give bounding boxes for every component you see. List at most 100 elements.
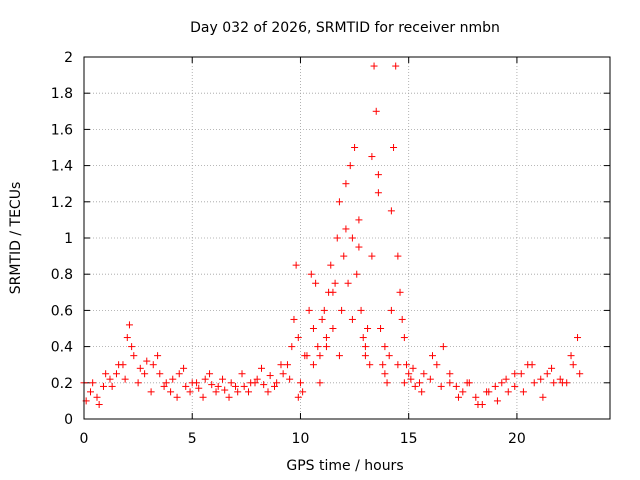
- data-point: [493, 397, 501, 405]
- data-point: [251, 379, 259, 387]
- data-point: [214, 382, 222, 390]
- data-point: [102, 370, 110, 378]
- data-point: [316, 379, 324, 387]
- data-point: [452, 382, 460, 390]
- data-point: [322, 343, 330, 351]
- data-point: [543, 370, 551, 378]
- data-point: [99, 382, 107, 390]
- data-point: [294, 393, 302, 401]
- data-point: [294, 334, 302, 342]
- data-point: [346, 162, 354, 170]
- data-point: [292, 261, 300, 269]
- data-point: [86, 388, 94, 396]
- data-point: [234, 388, 242, 396]
- data-point: [569, 361, 577, 369]
- data-point: [318, 315, 326, 323]
- data-point: [574, 334, 582, 342]
- y-tick-label: 0: [64, 412, 73, 428]
- data-point: [400, 334, 408, 342]
- data-point: [400, 379, 408, 387]
- data-point: [225, 393, 233, 401]
- data-point: [264, 388, 272, 396]
- data-point: [364, 325, 372, 332]
- data-point: [558, 379, 566, 387]
- data-point: [342, 225, 350, 233]
- data-point: [206, 370, 214, 378]
- data-point: [374, 189, 382, 197]
- data-point: [381, 343, 389, 351]
- data-point: [548, 364, 556, 372]
- data-point: [372, 107, 380, 115]
- data-point: [439, 343, 447, 351]
- data-point: [245, 388, 253, 396]
- data-point: [286, 375, 294, 383]
- x-tick-label: 0: [80, 431, 89, 447]
- data-point: [257, 364, 265, 372]
- x-axis-label: GPS time / hours: [286, 458, 403, 474]
- data-point: [394, 252, 402, 260]
- data-point: [511, 382, 519, 390]
- data-point: [128, 343, 136, 351]
- data-point: [433, 361, 441, 369]
- y-tick-label: 0.4: [51, 340, 73, 356]
- data-point: [409, 364, 417, 372]
- data-point: [474, 401, 482, 409]
- data-point: [147, 388, 155, 396]
- data-point: [342, 180, 350, 188]
- data-point: [411, 382, 419, 390]
- data-point: [333, 234, 341, 242]
- data-point: [273, 379, 281, 387]
- data-point: [143, 357, 151, 365]
- data-point: [361, 343, 369, 351]
- data-point: [437, 382, 445, 390]
- data-point: [193, 379, 201, 387]
- data-point: [309, 361, 317, 369]
- data-point: [303, 352, 311, 360]
- data-point: [125, 321, 133, 329]
- data-point: [305, 306, 313, 314]
- data-point: [379, 361, 387, 369]
- data-point: [355, 216, 363, 224]
- data-point: [307, 270, 315, 278]
- y-axis-label: SRMTID / TECUs: [8, 182, 24, 295]
- data-point: [502, 375, 510, 383]
- data-point: [459, 388, 467, 396]
- data-point: [283, 361, 291, 369]
- data-point: [270, 382, 278, 390]
- data-point: [160, 382, 168, 390]
- data-point: [331, 279, 339, 287]
- data-point: [385, 352, 393, 360]
- grid: [84, 57, 610, 419]
- data-point: [201, 375, 209, 383]
- data-point: [491, 382, 499, 390]
- data-point: [392, 62, 400, 70]
- data-point: [212, 388, 220, 396]
- data-point: [361, 352, 369, 360]
- data-point: [429, 352, 437, 360]
- y-tick-label: 1: [64, 231, 73, 247]
- x-tick-label: 20: [508, 431, 526, 447]
- data-point: [195, 384, 203, 392]
- data-point: [359, 334, 367, 342]
- data-point: [277, 361, 285, 369]
- data-point: [329, 325, 337, 332]
- x-tick-label: 10: [292, 431, 310, 447]
- data-point: [320, 306, 328, 314]
- data-point: [537, 375, 545, 383]
- data-point: [351, 144, 359, 151]
- data-point: [383, 379, 391, 387]
- data-point: [115, 361, 123, 369]
- data-point: [357, 306, 365, 314]
- data-point: [238, 370, 246, 378]
- data-point: [420, 370, 428, 378]
- data-point: [199, 393, 207, 401]
- data-point: [504, 388, 512, 396]
- data-point: [175, 370, 183, 378]
- data-point: [89, 379, 97, 387]
- data-point: [309, 325, 317, 332]
- data-point: [368, 153, 376, 161]
- data-point: [405, 370, 413, 378]
- chart-title: Day 032 of 2026, SRMTID for receiver nmb…: [190, 20, 500, 36]
